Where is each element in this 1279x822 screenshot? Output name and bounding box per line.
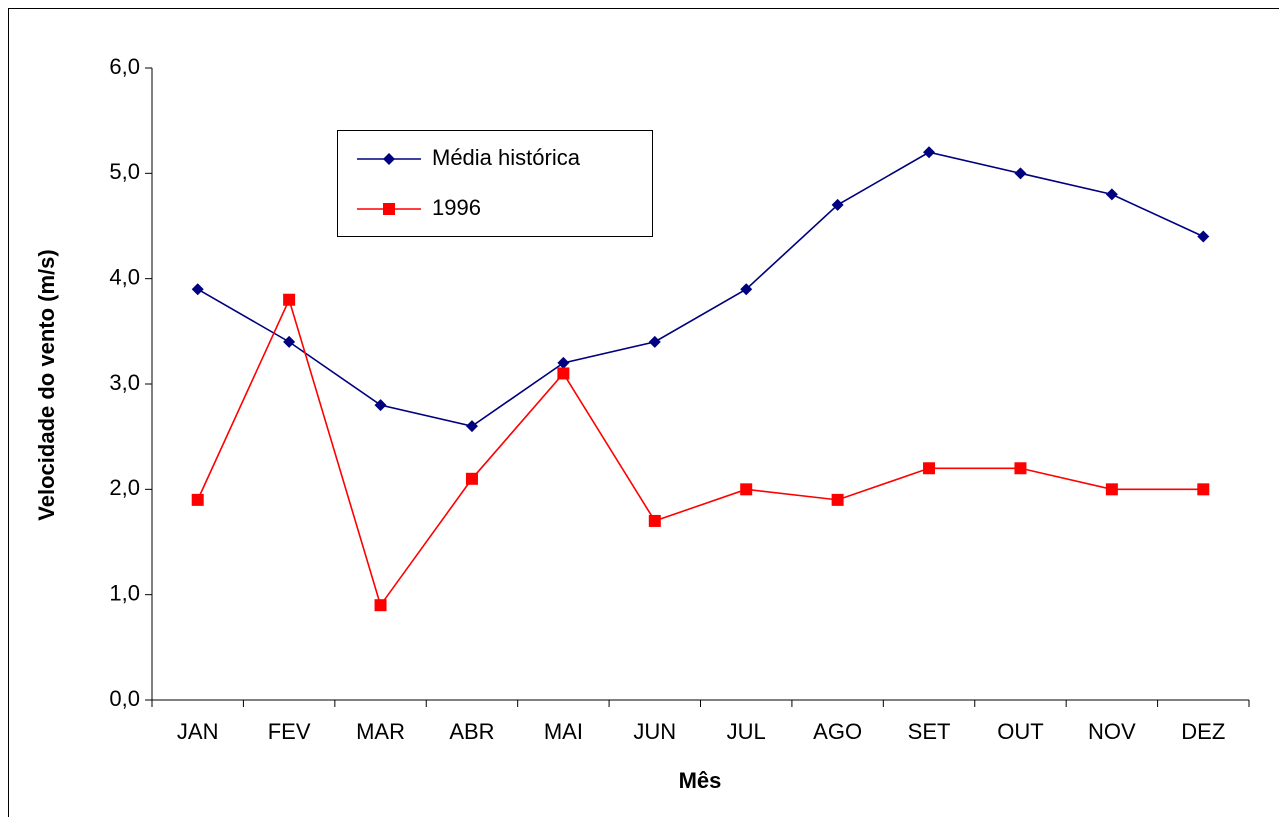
marker (283, 294, 295, 306)
legend-label: Média histórica (432, 145, 581, 170)
y-tick-label: 4,0 (109, 264, 140, 289)
y-tick-label: 2,0 (109, 475, 140, 500)
x-tick-label: JUL (727, 719, 766, 744)
y-tick-label: 0,0 (109, 686, 140, 711)
marker (375, 599, 387, 611)
marker (1014, 462, 1026, 474)
marker (466, 473, 478, 485)
legend-label: 1996 (432, 195, 481, 220)
x-tick-label: JAN (177, 719, 219, 744)
marker (1106, 483, 1118, 495)
chart-border (9, 9, 1279, 818)
x-tick-label: ABR (449, 719, 494, 744)
y-tick-label: 3,0 (109, 370, 140, 395)
y-tick-label: 6,0 (109, 54, 140, 79)
x-tick-label: SET (908, 719, 951, 744)
x-tick-label: JUN (633, 719, 676, 744)
x-tick-label: DEZ (1181, 719, 1225, 744)
x-tick-label: FEV (268, 719, 311, 744)
marker (192, 494, 204, 506)
x-tick-label: AGO (813, 719, 862, 744)
y-axis-title: Velocidade do vento (m/s) (34, 249, 59, 520)
y-tick-label: 5,0 (109, 159, 140, 184)
x-tick-label: NOV (1088, 719, 1136, 744)
marker (923, 462, 935, 474)
marker (740, 483, 752, 495)
x-tick-label: MAI (544, 719, 583, 744)
marker (1197, 483, 1209, 495)
y-tick-label: 1,0 (109, 580, 140, 605)
x-tick-label: OUT (997, 719, 1043, 744)
x-tick-label: MAR (356, 719, 405, 744)
marker (649, 515, 661, 527)
marker (383, 203, 395, 215)
x-axis-title: Mês (679, 768, 722, 793)
marker (832, 494, 844, 506)
marker (557, 367, 569, 379)
